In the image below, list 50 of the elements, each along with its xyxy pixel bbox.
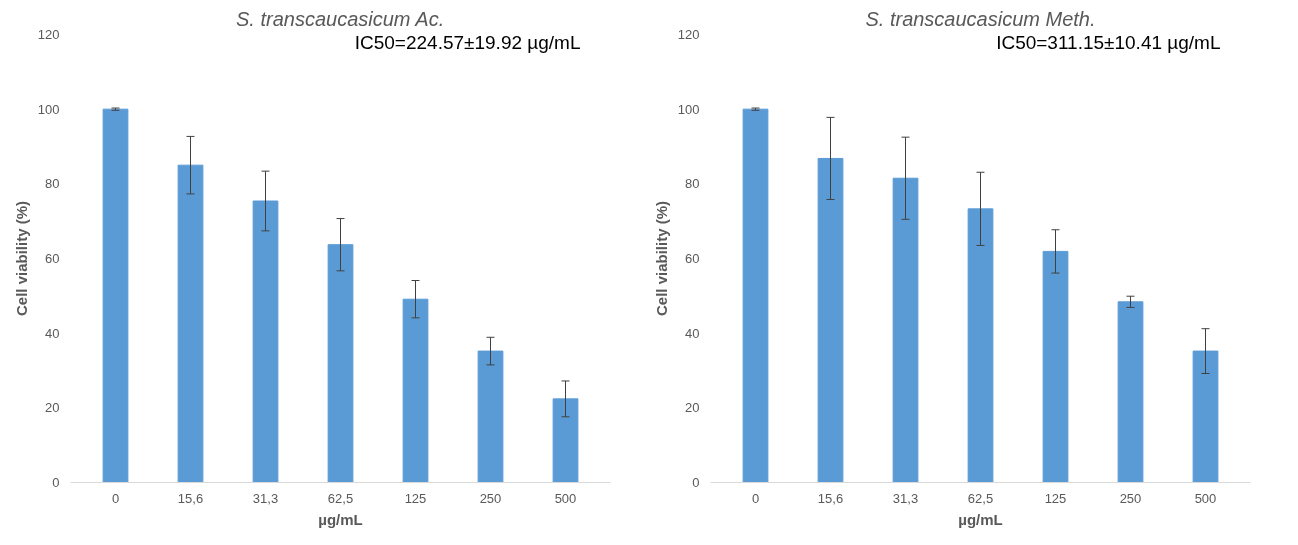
x-tick-label: 250 [1119,490,1142,506]
x-axis-title: µg/mL [318,510,363,528]
bar [967,208,994,483]
y-tick-label: 0 [692,475,700,490]
y-tick-label: 120 [37,27,60,42]
bar [742,108,769,483]
annotation: IC50=224.57±19.92 µg/mL [354,31,581,53]
bar [327,244,354,483]
y-axis-title: Cell viability (%) [12,200,30,317]
y-tick-label: 80 [45,176,60,192]
bar [252,200,279,483]
y-tick-label: 20 [45,400,60,416]
x-tick-label: 15,6 [177,490,204,506]
x-tick-label: 62,5 [967,490,994,506]
chart-title: S. transcaucasicum Ac. [236,7,445,30]
y-axis-title: Cell viability (%) [652,200,670,317]
bar [1042,250,1069,483]
bar [477,350,504,483]
bar [102,108,129,483]
bar [402,298,429,483]
x-tick-label: 0 [751,490,760,506]
y-tick-label: 120 [677,27,700,42]
x-tick-label: 31,3 [252,490,279,506]
y-tick-label: 100 [677,101,700,117]
bar [552,398,579,483]
x-tick-label: 500 [554,490,577,506]
y-tick-label: 20 [685,400,700,416]
y-tick-label: 40 [685,325,700,341]
y-tick-label: 100 [37,101,60,117]
bar [1192,350,1219,483]
x-tick-label: 500 [1194,490,1217,506]
x-tick-label: 125 [1044,490,1067,506]
x-tick-label: 250 [479,490,502,506]
bar [892,177,919,483]
x-tick-label: 62,5 [327,490,354,506]
x-tick-label: 0 [111,490,120,506]
bar [817,157,844,483]
bar [177,164,204,483]
annotation: IC50=311.15±10.41 µg/mL [996,31,1221,53]
y-tick-label: 60 [45,251,60,266]
x-axis-title: µg/mL [958,510,1003,528]
x-tick-label: 15,6 [817,490,844,506]
x-tick-label: 31,3 [892,490,919,506]
y-tick-label: 80 [685,176,700,192]
y-tick-label: 40 [45,325,60,341]
bar [1117,301,1144,483]
y-tick-label: 0 [52,475,60,490]
chart-title: S. transcaucasicum Meth. [865,7,1096,30]
y-tick-label: 60 [685,251,700,266]
x-tick-label: 125 [404,490,427,506]
